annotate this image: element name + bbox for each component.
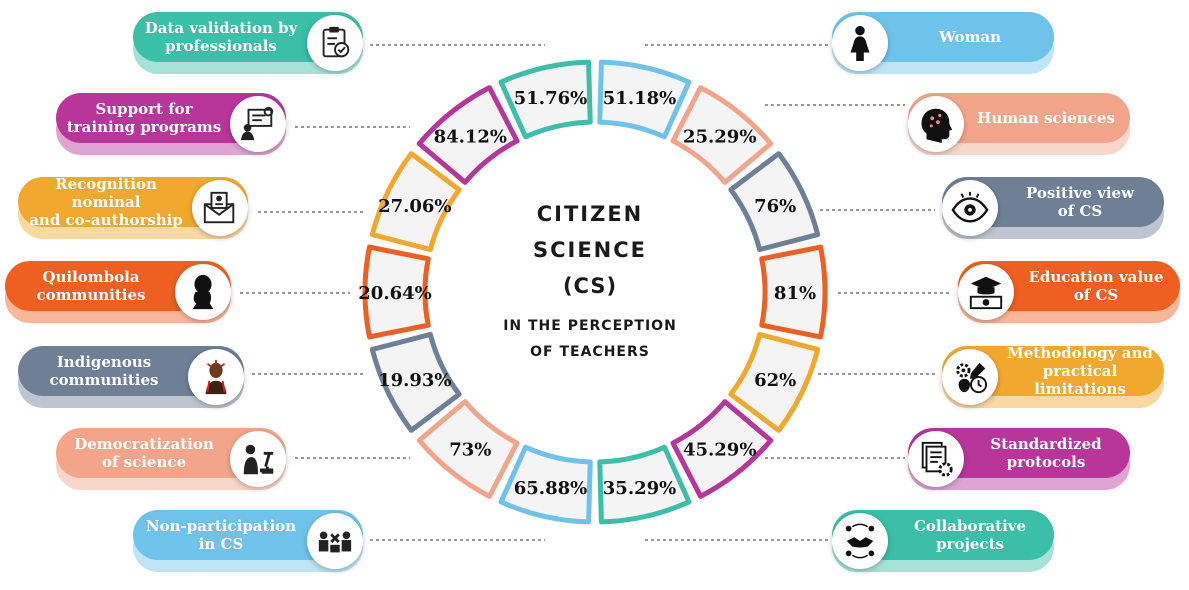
center-subtitle-line2: OF TEACHERS xyxy=(530,344,650,360)
ring-segment xyxy=(498,444,593,525)
pill-label: Data validation by professionals xyxy=(144,19,298,55)
documents-gear-icon xyxy=(908,431,964,487)
woman-icon-glyph xyxy=(850,25,870,62)
graduation-money-icon-glyph xyxy=(969,276,1003,310)
ring-segment xyxy=(670,85,774,185)
pill-label: Collaborative projects xyxy=(913,517,1027,553)
center-title-line2: SCIENCE xyxy=(532,238,648,262)
center-subtitle-line1: IN THE PERCEPTION xyxy=(503,318,677,334)
ring-segment xyxy=(728,151,821,253)
training-board-icon-glyph xyxy=(240,106,274,141)
handshake-icon xyxy=(832,513,888,569)
pill-non-participation: Non-participation in CS xyxy=(133,510,363,572)
indigenous-person-icon-glyph xyxy=(205,359,227,395)
ring-segment-value: 25.29% xyxy=(683,127,756,148)
pill-recognition: Recognition nominal and co-authorship xyxy=(18,175,248,239)
ring-segment-value: 62% xyxy=(754,370,796,391)
people-vote-icon xyxy=(307,513,363,569)
scientist-microscope-icon xyxy=(230,431,286,487)
pill-collaborative-projects: Collaborative projects xyxy=(832,510,1054,572)
envelope-certificate-icon xyxy=(192,180,248,236)
indigenous-person-icon xyxy=(188,349,244,405)
pill-standardized-protocols: Standardized protocols xyxy=(908,428,1130,490)
ring-segment-value: 19.93% xyxy=(378,370,451,391)
human-head-icon xyxy=(908,96,964,152)
ring-segment xyxy=(728,331,821,433)
pill-label: Woman xyxy=(938,28,1002,46)
handshake-icon-glyph xyxy=(845,523,875,559)
pill-label: Democratization of science xyxy=(74,435,214,471)
ring-segment-value: 65.88% xyxy=(514,478,587,499)
eye-icon xyxy=(942,180,998,236)
ring-segment-value: 51.18% xyxy=(603,88,676,109)
ring-segment xyxy=(369,331,462,433)
ring-segment xyxy=(498,59,593,140)
eye-icon-glyph xyxy=(951,191,989,223)
pill-label: Standardized protocols xyxy=(990,435,1102,471)
ring-segment-value: 27.06% xyxy=(378,196,451,217)
documents-gear-icon-glyph xyxy=(921,441,953,477)
ring-segment xyxy=(759,244,828,340)
training-board-icon xyxy=(230,96,286,152)
ring-segment xyxy=(597,444,692,525)
pill-label: Recognition nominal and co-authorship xyxy=(29,175,183,229)
pill-label: Methodology and practical limitations xyxy=(1007,344,1153,398)
pill-label: Quilombola communities xyxy=(36,268,146,304)
ring-segment xyxy=(362,244,431,340)
pill-label: Indigenous communities xyxy=(49,353,159,389)
pill-indigenous: Indigenous communities xyxy=(18,346,244,408)
human-head-icon-glyph xyxy=(921,108,953,143)
pill-democratization: Democratization of science xyxy=(56,428,286,490)
center-title-line1: CITIZEN xyxy=(536,202,644,226)
gears-clock-icon-glyph xyxy=(956,362,988,394)
ring-segment xyxy=(369,151,462,253)
pill-label: Positive view of CS xyxy=(1025,184,1134,220)
pill-label: Education value of CS xyxy=(1028,268,1164,304)
clipboard-check-icon xyxy=(307,15,363,71)
ring-segment-value: 84.12% xyxy=(434,127,507,148)
pill-positive-view: Positive view of CS xyxy=(942,177,1164,239)
envelope-certificate-icon-glyph xyxy=(203,191,235,224)
people-vote-icon-glyph xyxy=(318,531,352,553)
pill-label: Support for training programs xyxy=(66,100,222,136)
pill-label: Human sciences xyxy=(977,109,1115,127)
pill-human-sciences: Human sciences xyxy=(908,93,1130,155)
ring-segment-value: 45.29% xyxy=(683,439,756,460)
pill-woman: Woman xyxy=(832,12,1054,74)
pill-education-value: Education value of CS xyxy=(958,261,1180,323)
graduation-money-icon xyxy=(958,264,1014,320)
ring-segment-value: 51.76% xyxy=(514,88,587,109)
clipboard-check-icon-glyph xyxy=(322,26,350,58)
ring-segment xyxy=(416,85,520,185)
pill-data-validation: Data validation by professionals xyxy=(133,12,363,74)
pill-quilombola: Quilombola communities xyxy=(5,261,231,323)
woman-icon xyxy=(832,15,888,71)
gears-clock-icon xyxy=(942,349,998,405)
pill-methodology: Methodology and practical limitations xyxy=(942,344,1164,408)
ring-segment-value: 76% xyxy=(754,196,796,217)
scientist-microscope-icon-glyph xyxy=(243,444,274,475)
ring-segment-value: 20.64% xyxy=(358,283,431,304)
pill-label: Non-participation in CS xyxy=(145,517,297,553)
ring-segment-value: 73% xyxy=(449,439,491,460)
person-silhouette-icon xyxy=(175,264,231,320)
ring-segment xyxy=(416,399,520,499)
ring-segment xyxy=(597,59,692,140)
ring-segment-value: 35.29% xyxy=(603,478,676,499)
person-silhouette-icon-glyph xyxy=(192,274,214,310)
center-title-line3: (CS) xyxy=(562,274,618,298)
pill-training-support: Support for training programs xyxy=(56,93,286,155)
ring-segment-value: 81% xyxy=(774,283,816,304)
ring-segment xyxy=(670,399,774,499)
